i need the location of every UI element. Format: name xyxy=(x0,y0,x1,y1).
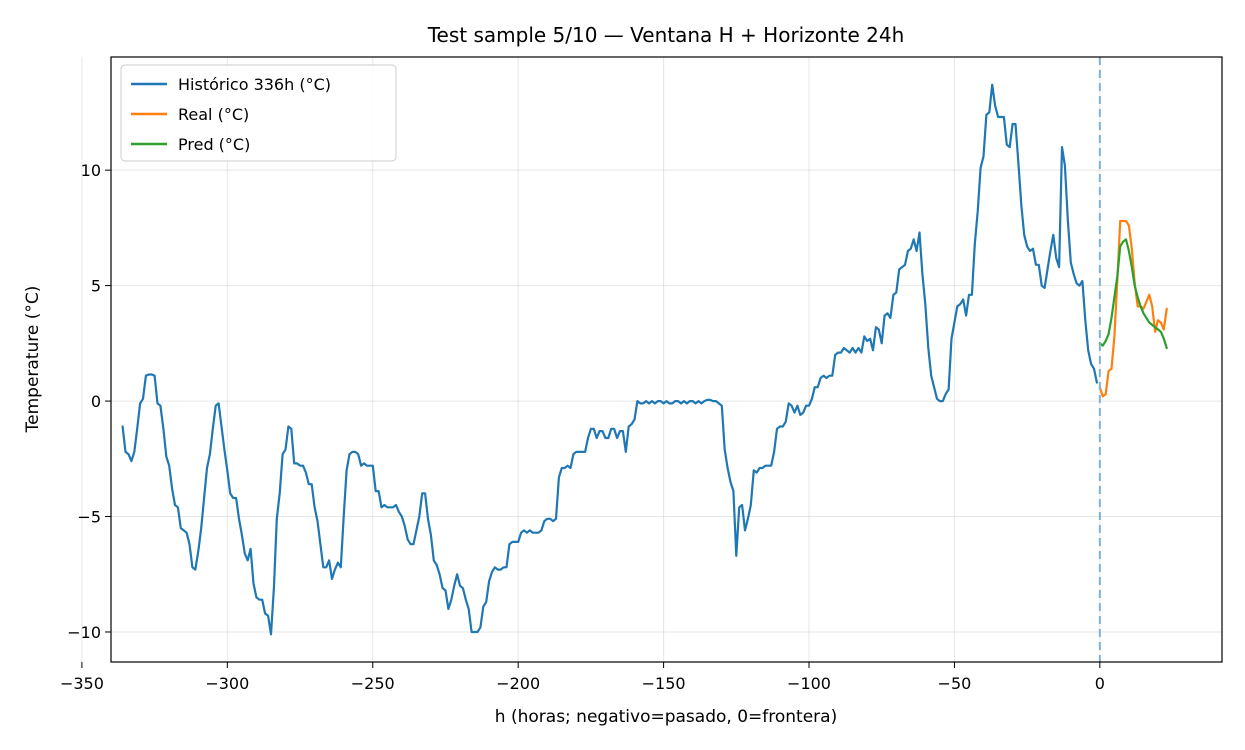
x-tick-label: −350 xyxy=(60,674,104,693)
plot-frame xyxy=(110,56,1223,663)
x-tick-label: −100 xyxy=(787,674,831,693)
series-line-1 xyxy=(121,83,1099,636)
y-tick-label: 5 xyxy=(91,277,101,296)
legend-label: Histórico 336h (°C) xyxy=(178,75,331,94)
legend-label: Real (°C) xyxy=(178,105,249,124)
y-axis-label: Temperature (°C) xyxy=(23,286,43,434)
y-tick-label: 10 xyxy=(81,161,101,180)
legend-label: Pred (°C) xyxy=(178,135,250,154)
x-tick-label: −150 xyxy=(642,674,686,693)
x-tick-label: −250 xyxy=(351,674,395,693)
y-tick-label: −10 xyxy=(67,623,101,642)
series-line-3 xyxy=(1098,238,1168,350)
y-tick-label: 0 xyxy=(91,392,101,411)
legend-box xyxy=(120,64,397,162)
x-tick-label: −300 xyxy=(205,674,249,693)
legend: Histórico 336h (°C) Real (°C) Pred (°C) xyxy=(120,64,397,162)
chart-title: Test sample 5/10 — Ventana H + Horizonte… xyxy=(427,23,905,47)
series-layer xyxy=(121,83,1168,636)
x-tick-label: −200 xyxy=(496,674,540,693)
x-axis-label: h (horas; negativo=pasado, 0=frontera) xyxy=(495,707,837,727)
y-tick-label: −5 xyxy=(77,508,101,527)
x-tick-label: 0 xyxy=(1095,674,1105,693)
x-tick-label: −50 xyxy=(938,674,972,693)
series-line-2 xyxy=(1098,219,1168,398)
